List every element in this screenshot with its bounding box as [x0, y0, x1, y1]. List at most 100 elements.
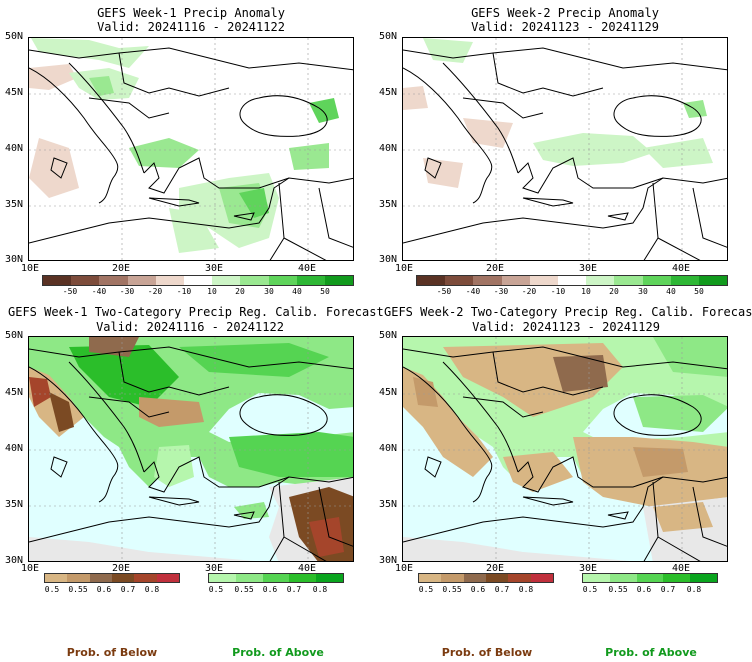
panel4-below-colorbar: [418, 573, 554, 583]
panel1-lat-30: 30N: [5, 254, 24, 265]
anomaly-shading: [403, 38, 713, 188]
cbar-swatch: [262, 574, 290, 582]
panel3-map-svg: [29, 337, 353, 561]
coastlines-borders: [29, 47, 353, 260]
panel1-lat-35: 35N: [5, 199, 24, 210]
panel3-prob-below-label: Prob. of Below: [66, 646, 158, 659]
panel4-above-tick: 0.55: [608, 585, 628, 594]
panel3-below-tick: 0.7: [120, 585, 136, 594]
cbar-swatch: [156, 574, 179, 582]
panel1-lon-40: 40E: [297, 263, 317, 274]
panel2-lon-20: 20E: [485, 263, 505, 274]
panel4-prob-below-label: Prob. of Below: [441, 646, 533, 659]
panel1-cbar-tick: 10: [207, 287, 217, 296]
panel2-lon-10: 10E: [394, 263, 414, 274]
panel1-title-line2: Valid: 20241116 - 20241122: [97, 20, 285, 34]
panel2-map-week2-anomaly: [402, 37, 728, 261]
cbar-swatch: [316, 574, 343, 582]
cbar-swatch: [473, 276, 502, 285]
panel4-title-line2: Valid: 20241123 - 20241129: [472, 320, 660, 334]
cbar-swatch: [111, 574, 135, 582]
panel4-below-tick: 0.7: [494, 585, 510, 594]
panel3-above-colorbar: [208, 573, 344, 583]
cbar-swatch: [508, 574, 531, 582]
panel1-cbar-tick: 50: [320, 287, 330, 296]
cbar-swatch: [530, 574, 553, 582]
panel3-title-line2: Valid: 20241116 - 20241122: [96, 320, 284, 334]
panel1-cbar-tick: -20: [147, 287, 163, 296]
panel4-above-tick: 0.5: [582, 585, 598, 594]
cbar-swatch: [557, 276, 587, 285]
panel2-cbar-tick: 40: [666, 287, 676, 296]
panel1-lat-50: 50N: [5, 31, 24, 42]
panel1-lon-20: 20E: [111, 263, 131, 274]
cbar-swatch: [670, 276, 699, 285]
panel4-below-tick: 0.55: [442, 585, 462, 594]
panel3-lat-50: 50N: [5, 330, 24, 341]
panel1-cbar-tick: -30: [119, 287, 135, 296]
panel4-lon-20: 20E: [485, 563, 505, 574]
coastlines-borders: [403, 346, 727, 561]
panel3-lat-45: 45N: [5, 387, 24, 398]
probability-shading: [29, 337, 353, 561]
panel2-cbar-tick: 50: [694, 287, 704, 296]
panel4-below-tick: 0.5: [418, 585, 434, 594]
panel3-title-line1: GEFS Week-1 Two-Category Precip Reg. Cal…: [8, 305, 384, 319]
cbar-swatch: [463, 574, 486, 582]
cbar-swatch: [155, 276, 184, 285]
panel2-anomaly-colorbar: [416, 275, 728, 286]
cbar-swatch: [43, 276, 72, 285]
cbar-swatch: [235, 574, 263, 582]
panel2-title-line2: Valid: 20241123 - 20241129: [471, 20, 659, 34]
panel1-cbar-tick: 40: [292, 287, 302, 296]
anomaly-shading: [29, 38, 339, 253]
panel2-cbar-tick: -40: [465, 287, 481, 296]
panel1-lat-40: 40N: [5, 143, 24, 154]
cbar-swatch: [690, 574, 717, 582]
panel4-title-line1: GEFS Week-2 Two-Category Precip Reg. Cal…: [384, 305, 752, 319]
panel3-below-tick: 0.8: [144, 585, 160, 594]
panel4-lat-40: 40N: [379, 443, 398, 454]
cbar-swatch: [441, 574, 464, 582]
panel3-above-tick: 0.6: [262, 585, 278, 594]
panel3-prob-above-label: Prob. of Above: [232, 646, 324, 659]
cbar-swatch: [268, 276, 297, 285]
panel3-above-tick: 0.5: [208, 585, 224, 594]
panel4-above-tick: 0.8: [686, 585, 702, 594]
panel3-lon-20: 20E: [111, 563, 131, 574]
panel2-lat-30: 30N: [379, 254, 398, 265]
probability-shading: [403, 337, 727, 561]
panel4-map-week2-probability: [402, 336, 728, 562]
panel3-above-tick: 0.55: [234, 585, 254, 594]
panel4-below-tick: 0.6: [470, 585, 486, 594]
cbar-swatch: [419, 574, 442, 582]
cbar-swatch: [67, 574, 90, 582]
panel4-prob-above-label: Prob. of Above: [605, 646, 697, 659]
cbar-swatch: [485, 574, 509, 582]
panel4-lon-40: 40E: [671, 563, 691, 574]
cbar-swatch: [583, 574, 610, 582]
panel2-cbar-tick: 20: [609, 287, 619, 296]
panel3-above-tick: 0.7: [286, 585, 302, 594]
panel3-above-tick: 0.8: [312, 585, 328, 594]
panel3-lat-30: 30N: [5, 555, 24, 566]
cbar-swatch: [614, 276, 643, 285]
panel1-lon-30: 30E: [204, 263, 224, 274]
panel2-cbar-tick: -10: [550, 287, 566, 296]
panel1-cbar-tick: 30: [264, 287, 274, 296]
panel2-title-line1: GEFS Week-2 Precip Anomaly: [471, 6, 659, 20]
panel4-lon-10: 10E: [394, 563, 414, 574]
panel2-cbar-tick: -20: [521, 287, 537, 296]
panel3-below-colorbar: [44, 573, 180, 583]
cbar-swatch: [45, 574, 68, 582]
cbar-swatch: [134, 574, 157, 582]
panel2-cbar-tick: -50: [436, 287, 452, 296]
cbar-swatch: [663, 574, 691, 582]
grid-lines: [403, 38, 727, 260]
panel1-lat-45: 45N: [5, 87, 24, 98]
panel2-lat-50: 50N: [379, 31, 398, 42]
cbar-swatch: [445, 276, 474, 285]
cbar-swatch: [289, 574, 317, 582]
cbar-swatch: [71, 276, 100, 285]
panel4-below-tick: 0.8: [518, 585, 534, 594]
